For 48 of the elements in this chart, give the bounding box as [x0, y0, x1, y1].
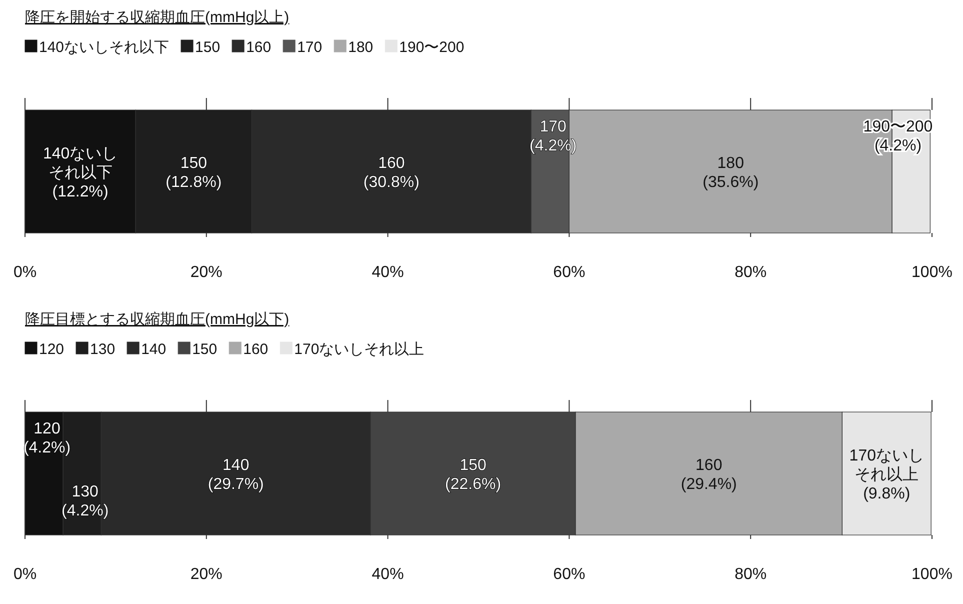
x-tick-label: 0% [13, 566, 37, 583]
legend-label: 150 [192, 341, 218, 358]
x-tick-label: 20% [190, 264, 222, 281]
text: 140 [222, 457, 250, 474]
data-label: (22.6%) [445, 476, 502, 493]
series-label: 180 [717, 155, 744, 172]
text: 150 [180, 155, 208, 172]
legend-label: 120 [39, 341, 64, 358]
data-label: (4.2%) [530, 138, 577, 154]
text: 150 [460, 457, 486, 474]
x-tick-label: 20% [190, 566, 222, 583]
data-label: (9.8%) [863, 486, 910, 502]
legend-label: 190〜200 [399, 39, 464, 56]
text: 130 [72, 484, 98, 500]
data-label: (30.8%) [363, 174, 420, 191]
legend-label: 170 [297, 39, 322, 56]
legend-label: 130 [90, 341, 116, 358]
text: 120 [34, 420, 60, 438]
x-tick-label: 60% [553, 264, 586, 281]
legend-label: 160 [243, 341, 268, 358]
data-label: (4.2%) [23, 440, 71, 456]
x-tick-label: 40% [372, 264, 404, 281]
data-label: (12.2%) [52, 184, 108, 200]
x-tick-label: 40% [372, 566, 404, 583]
text: 180 [348, 39, 374, 56]
text: 140ないしそれ以下 [42, 146, 118, 182]
x-tick-label: 0% [13, 264, 37, 281]
x-tick-label: 100% [912, 566, 952, 583]
x-tick-label: 80% [734, 264, 767, 281]
x-tick-label: 60% [553, 566, 586, 583]
data-label: (35.6%) [702, 174, 759, 191]
legend-label: 170ないしそれ以上 [294, 341, 424, 358]
text: 170ないしそれ以上 [849, 448, 924, 484]
text: 170 [540, 118, 566, 136]
text: 160 [378, 155, 405, 172]
legend-label: 160 [246, 39, 272, 56]
x-tick-label: 100% [912, 264, 952, 281]
data-label: (4.2%) [62, 502, 109, 520]
data-label: (29.4%) [680, 476, 737, 493]
text: 160 [696, 457, 722, 474]
chart-title: 降圧を開始する収縮期血圧(mmHg以上) [25, 9, 290, 26]
legend-label: 150 [195, 39, 220, 56]
legend-label: 140 [141, 341, 166, 358]
x-tick-label: 80% [734, 566, 767, 583]
data-label: (12.8%) [166, 174, 222, 191]
chart-title: 降圧目標とする収縮期血圧(mmHg以下) [25, 311, 290, 328]
legend-label: 140ないしそれ以下 [39, 39, 170, 56]
data-label: (29.7%) [208, 476, 264, 493]
